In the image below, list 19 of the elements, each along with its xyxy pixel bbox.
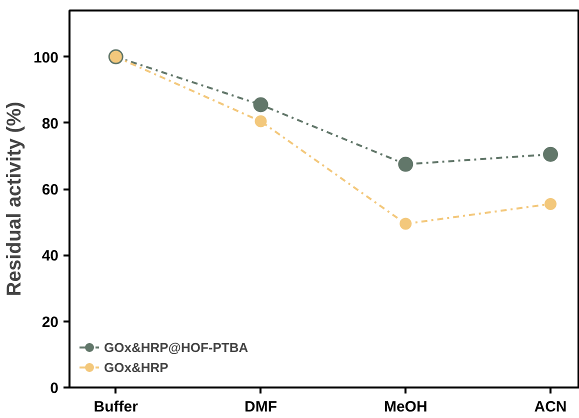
point [398, 156, 414, 172]
x-tick-label: DMF [244, 398, 278, 416]
point [400, 218, 412, 230]
point [253, 97, 268, 112]
y-tick-label: 0 [50, 380, 58, 397]
x-tick-label: ACN [534, 398, 567, 416]
legend-label: GOx&HRP@HOF-PTBA [104, 340, 248, 354]
y-tick-label: 80 [42, 115, 59, 132]
point [544, 198, 557, 210]
legend-label: GOx&HRP [104, 360, 168, 374]
y-tick-label: 100 [33, 49, 59, 66]
y-tick-label: 20 [42, 314, 59, 331]
point [543, 146, 558, 162]
y-tick-label: 40 [42, 248, 59, 265]
x-tick-label: MeOH [384, 398, 428, 416]
x-tick-label: Buffer [94, 398, 138, 416]
point [254, 115, 267, 128]
y-axis-title: Residual activity (%) [3, 102, 26, 296]
y-tick-label: 60 [42, 182, 59, 199]
